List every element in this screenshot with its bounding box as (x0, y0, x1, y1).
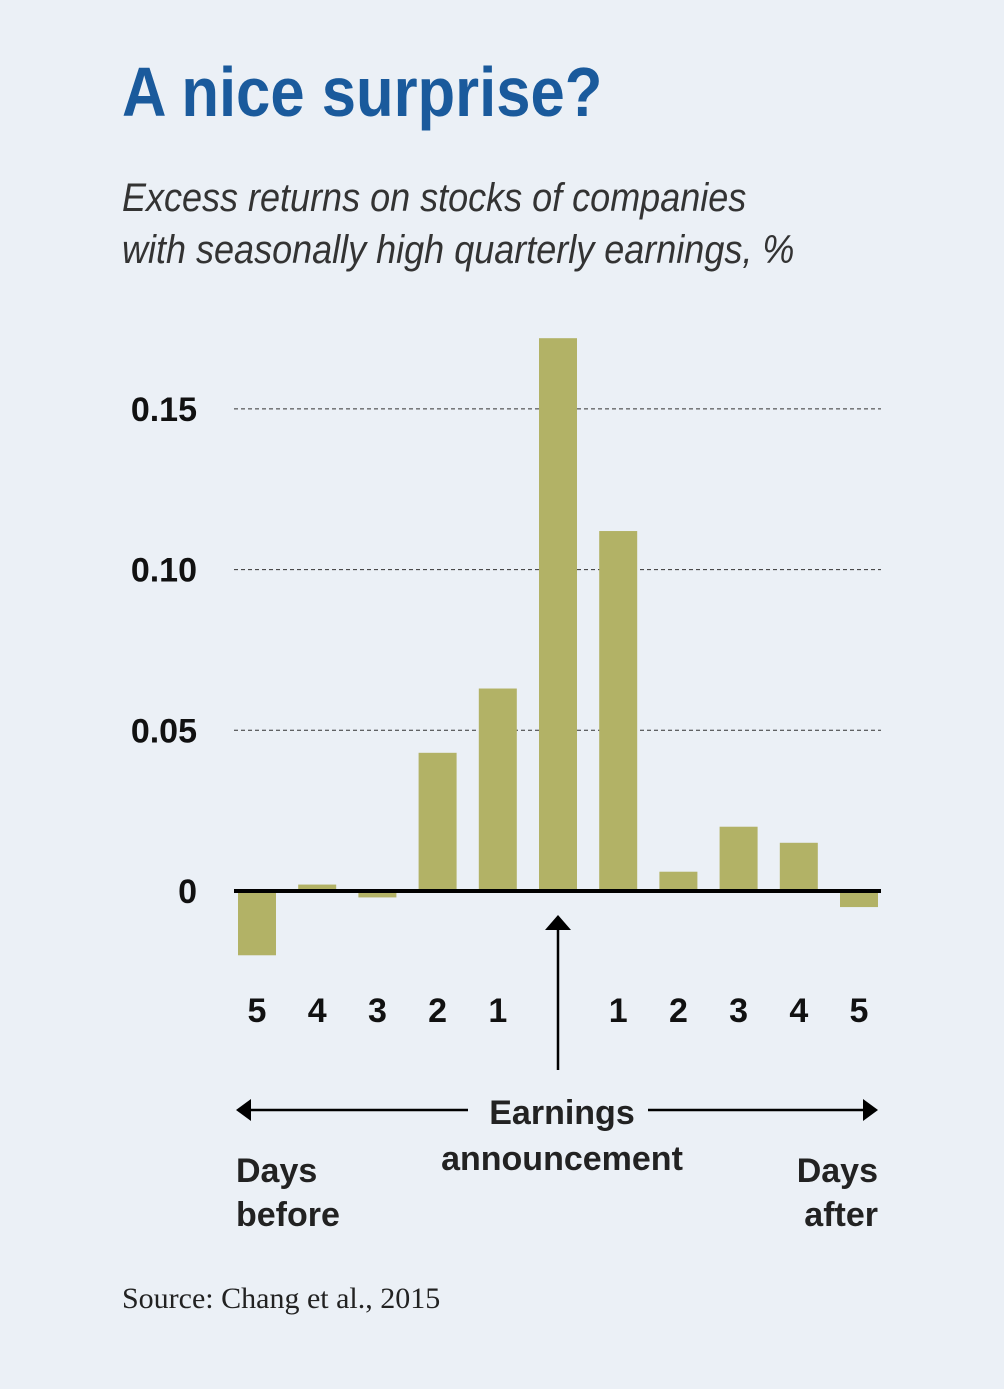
days-before-arrow-head (236, 1099, 251, 1121)
annotation-announcement: announcement (441, 1140, 683, 1178)
bar (298, 884, 337, 891)
y-tick-label: 0.15 (131, 391, 197, 429)
subtitle-line-2: with seasonally high quarterly earnings,… (122, 228, 795, 272)
days-after-arrow-head (863, 1099, 878, 1121)
annotation-days-after-2: after (804, 1196, 878, 1234)
annotation-earnings: Earnings (489, 1094, 634, 1132)
x-tick-label: 5 (850, 992, 869, 1030)
x-tick-label: 4 (308, 992, 327, 1030)
annotation-days-after-1: Days (797, 1152, 878, 1190)
chart-subtitle: Excess returns on stocks of companies wi… (122, 172, 794, 276)
y-tick-label: 0.05 (131, 712, 197, 750)
bar (478, 688, 517, 891)
bar (719, 826, 758, 891)
x-tick-label: 3 (729, 992, 748, 1030)
y-tick-label: 0 (178, 873, 197, 911)
bar (238, 891, 276, 956)
x-tick-label: 2 (428, 992, 447, 1030)
x-tick-label: 5 (248, 992, 267, 1030)
y-tick-label: 0.10 (131, 552, 197, 590)
bar (659, 871, 698, 891)
bar (358, 891, 397, 898)
annotation-days-before-2: before (236, 1196, 340, 1234)
x-tick-label: 4 (789, 992, 808, 1030)
bar (779, 842, 818, 891)
annotation-days-before-1: Days (236, 1152, 317, 1190)
x-tick-label: 2 (669, 992, 688, 1030)
bar (599, 531, 638, 891)
x-tick-label: 1 (488, 992, 507, 1030)
source-note: Source: Chang et al., 2015 (122, 1282, 441, 1315)
bar (539, 338, 577, 891)
chart-title: A nice surprise? (122, 53, 603, 131)
subtitle-line-1: Excess returns on stocks of companies (122, 176, 747, 220)
announcement-arrow-head (545, 915, 571, 930)
x-tick-label: 3 (368, 992, 387, 1030)
bar (418, 752, 457, 891)
bar (840, 891, 878, 908)
x-tick-label: 1 (609, 992, 628, 1030)
